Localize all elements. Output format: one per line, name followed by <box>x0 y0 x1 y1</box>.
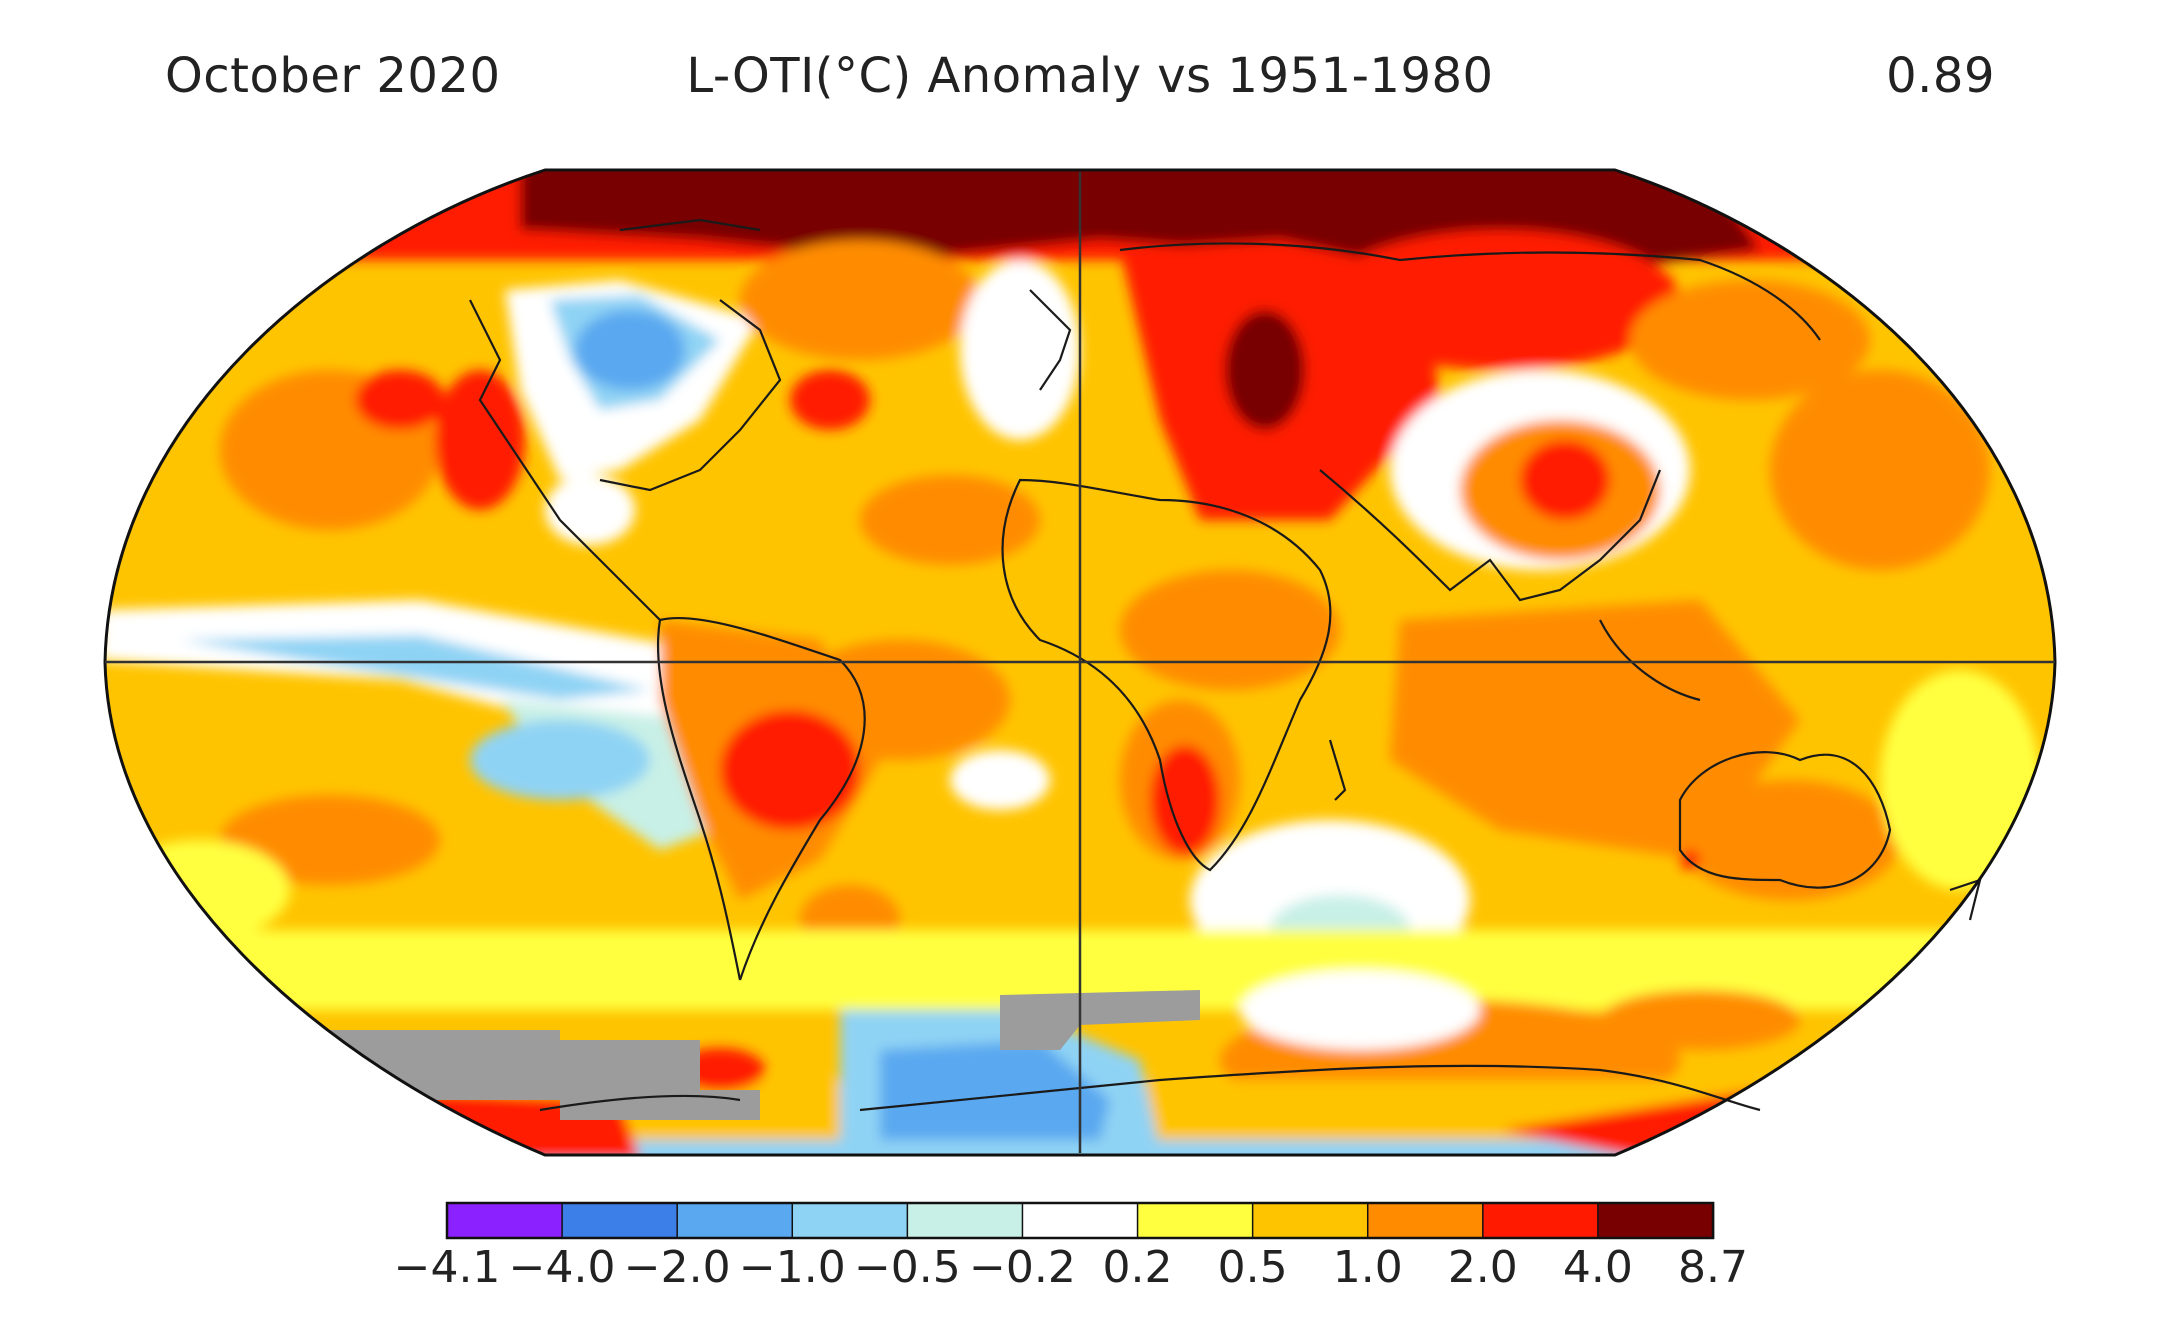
date-label: October 2020 <box>165 48 501 104</box>
no-data-patch <box>1000 990 1200 1050</box>
global-mean-value: 0.89 <box>1886 48 1995 104</box>
coastlines <box>469 218 1982 1112</box>
map-title: L-OTI(°C) Anomaly vs 1951-1980 <box>686 48 1494 104</box>
